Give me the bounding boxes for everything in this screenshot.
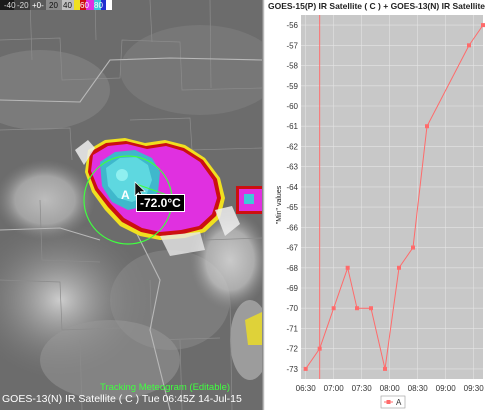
data-point[interactable] xyxy=(355,306,359,311)
temperature-readout: -72.0°C xyxy=(136,194,185,212)
data-point[interactable] xyxy=(411,245,415,250)
x-axis: 06:30 07:00 07:30 08:00 08:30 09:00 09:30 xyxy=(296,384,485,393)
color-bar-tick: -20 xyxy=(17,1,29,10)
series-a xyxy=(303,23,485,371)
marker-label[interactable]: A xyxy=(121,188,130,202)
y-tick-label: -69 xyxy=(286,284,298,293)
color-bar-tick: 80 xyxy=(94,1,103,10)
y-tick-label: -58 xyxy=(286,62,298,71)
satellite-imagery xyxy=(0,0,262,410)
x-tick-label: 09:30 xyxy=(464,384,485,393)
grid xyxy=(301,15,483,379)
tracking-meteogram-label[interactable]: Tracking Meteogram (Editable) xyxy=(100,382,231,393)
satellite-status-label: GOES-13(N) IR Satellite ( C ) Tue 06:45Z… xyxy=(2,393,242,405)
y-tick-label: -70 xyxy=(286,304,298,313)
legend: A xyxy=(380,395,406,409)
y-tick-label: -64 xyxy=(286,183,298,192)
y-tick-label: -71 xyxy=(286,324,298,333)
y-tick-label: -73 xyxy=(286,365,298,374)
color-bar-tick: 20 xyxy=(49,1,58,10)
data-point[interactable] xyxy=(317,346,322,351)
y-tick-label: -67 xyxy=(286,244,298,253)
y-tick-label: -65 xyxy=(286,203,298,212)
y-tick-label: -72 xyxy=(286,345,298,354)
panel-divider[interactable] xyxy=(262,0,265,410)
data-point[interactable] xyxy=(345,265,350,270)
color-bar-tick: 60 xyxy=(80,1,89,10)
y-tick-label: -56 xyxy=(286,21,298,30)
data-point[interactable] xyxy=(397,265,401,270)
meteogram-chart-panel: GOES-15(P) IR Satellite ( C ) + GOES-13(… xyxy=(265,0,487,410)
data-point[interactable] xyxy=(425,124,429,129)
series-line xyxy=(305,24,484,370)
x-tick-label: 07:00 xyxy=(324,384,345,393)
y-tick-label: -61 xyxy=(286,122,298,131)
y-tick-label: -59 xyxy=(286,82,298,91)
color-bar xyxy=(0,0,112,10)
data-point[interactable] xyxy=(467,43,471,48)
y-tick-label: -66 xyxy=(286,223,298,232)
color-bar-labels: -40 -20 +0- 20 40 60 80 xyxy=(4,1,103,10)
meteogram-chart: GOES-15(P) IR Satellite ( C ) + GOES-13(… xyxy=(265,0,487,410)
x-tick-label: 06:30 xyxy=(296,384,317,393)
data-point[interactable] xyxy=(383,366,387,371)
color-bar-tick: -40 xyxy=(4,1,16,10)
data-point[interactable] xyxy=(369,306,373,311)
chart-header: GOES-15(P) IR Satellite ( C ) + GOES-13(… xyxy=(268,1,487,11)
x-tick-label: 09:00 xyxy=(436,384,457,393)
y-axis-label: "Min" values xyxy=(276,185,283,224)
y-axis: -56 -57 -58 -59 -60 -61 -62 -63 -64 -65 -66 -67 -68 -… xyxy=(286,21,298,374)
color-bar-tick: 40 xyxy=(63,1,72,10)
x-tick-label: 07:30 xyxy=(352,384,373,393)
y-tick-label: -57 xyxy=(286,41,298,50)
data-point[interactable] xyxy=(331,306,336,311)
x-tick-label: 08:00 xyxy=(380,384,401,393)
satellite-map-view[interactable]: -40 -20 +0- 20 40 60 80 A -72.0°C Tracki… xyxy=(0,0,262,410)
x-tick-label: 08:30 xyxy=(408,384,429,393)
y-tick-label: -63 xyxy=(286,163,298,172)
data-point[interactable] xyxy=(303,366,308,371)
y-tick-label: -68 xyxy=(286,264,298,273)
color-bar-tick: +0- xyxy=(32,1,44,10)
y-tick-label: -60 xyxy=(286,102,298,111)
y-tick-label: -62 xyxy=(286,142,298,151)
data-point[interactable] xyxy=(481,23,485,28)
legend-marker xyxy=(386,400,391,404)
legend-label: A xyxy=(396,398,402,407)
